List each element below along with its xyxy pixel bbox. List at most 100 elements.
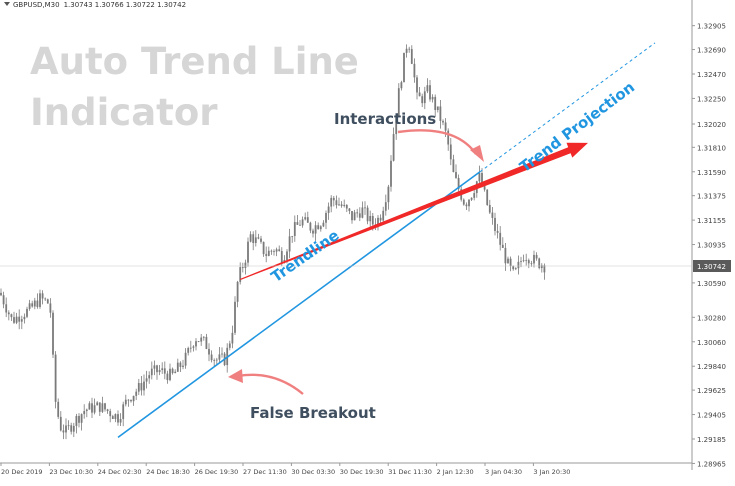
candle-body [478,173,481,182]
candle-body [78,415,80,423]
candle-body [470,197,473,200]
candle-body [234,301,236,333]
candle-body [535,254,538,259]
candle-body [239,267,242,282]
candle-body [72,425,75,432]
false-breakout-label: False Breakout [250,404,376,422]
watermark-title: Auto Trend Line Indicator [30,36,359,138]
candle-body [348,208,351,212]
candle-body [527,260,530,264]
candle-body [309,222,312,231]
candle-body [150,368,153,376]
price-tick-label: 1.32020 [697,121,726,129]
candle-body [137,383,140,392]
candle-body [371,215,374,225]
price-tick-label: 1.32470 [697,71,726,79]
candle-body [540,265,543,268]
candle-body [7,312,10,315]
candle-body [98,402,101,412]
candle-body [473,193,476,198]
candle-body [93,405,96,413]
candle-body [426,85,429,92]
candle-body [293,222,296,236]
candle-body [312,230,314,234]
candle-body [543,265,546,273]
candle-body [439,106,442,121]
price-tick-label: 1.31155 [697,217,726,225]
candle-body [275,249,278,252]
false-breakout-arrow [237,373,304,395]
candle-body [434,96,437,111]
candle-body [127,399,130,401]
candle-body [171,368,174,374]
price-tick-label: 1.30935 [697,242,726,250]
candle-body [143,381,145,391]
time-tick-label: 27 Dec 11:30 [243,468,287,476]
candle-body [301,219,304,226]
candle-body [494,217,496,231]
candle-body [0,292,2,296]
candle-body [353,212,356,221]
time-tick-label: 20 Dec 2019 [1,468,43,476]
candle-body [262,241,265,255]
candle-body [20,319,23,322]
candle-body [299,224,301,226]
candle-body [114,414,117,419]
candle-body [158,370,161,373]
candle-body [413,63,416,78]
candle-body [241,267,244,269]
candle-body [327,206,330,213]
candle-body [455,172,457,178]
candle-body [356,212,359,214]
time-tick-label: 24 Dec 18:30 [146,468,190,476]
candle-body [325,212,327,223]
candle-body [397,88,400,118]
price-tick-label: 1.29840 [697,363,726,371]
candle-body [405,48,408,53]
candle-body [179,362,182,367]
candle-body [509,258,512,267]
price-tick-label: 1.29405 [697,412,726,420]
candle-body [486,189,489,205]
price-tick-label: 1.28965 [697,460,726,468]
candle-body [249,234,252,242]
candle-body [166,373,169,381]
candle-body [447,130,450,145]
candle-body [189,347,192,349]
candle-body [512,266,515,270]
candle-body [351,211,353,221]
candle-body [504,247,507,264]
candle-body [182,365,184,367]
candle-body [421,96,424,104]
candle-body [122,404,125,419]
triangle-down-icon[interactable] [4,2,10,6]
candle-body [119,418,122,423]
candle-body [130,399,132,402]
candle-body [215,359,218,361]
candle-body [507,258,509,264]
candle-body [221,353,223,355]
candle-body [228,343,231,348]
candle-body [449,144,452,160]
candle-body [291,235,294,237]
candle-body [338,204,340,206]
candle-body [236,281,239,302]
candle-body [382,210,385,221]
candle-body [31,303,34,307]
candle-body [49,303,52,313]
price-tick-label: 1.31810 [697,144,726,152]
candle-body [273,251,275,252]
candle-body [330,197,333,207]
symbol-label: GBPUSD,M30 [13,1,60,9]
candle-body [314,225,317,234]
candle-body [57,401,60,417]
candle-body [462,199,465,205]
candle-body [457,177,460,190]
candle-body [260,238,262,242]
trend-projection-arrow [239,142,589,281]
candle-body [231,332,234,344]
candle-body [278,249,281,251]
candle-body [156,365,158,373]
candle-body [140,383,143,391]
